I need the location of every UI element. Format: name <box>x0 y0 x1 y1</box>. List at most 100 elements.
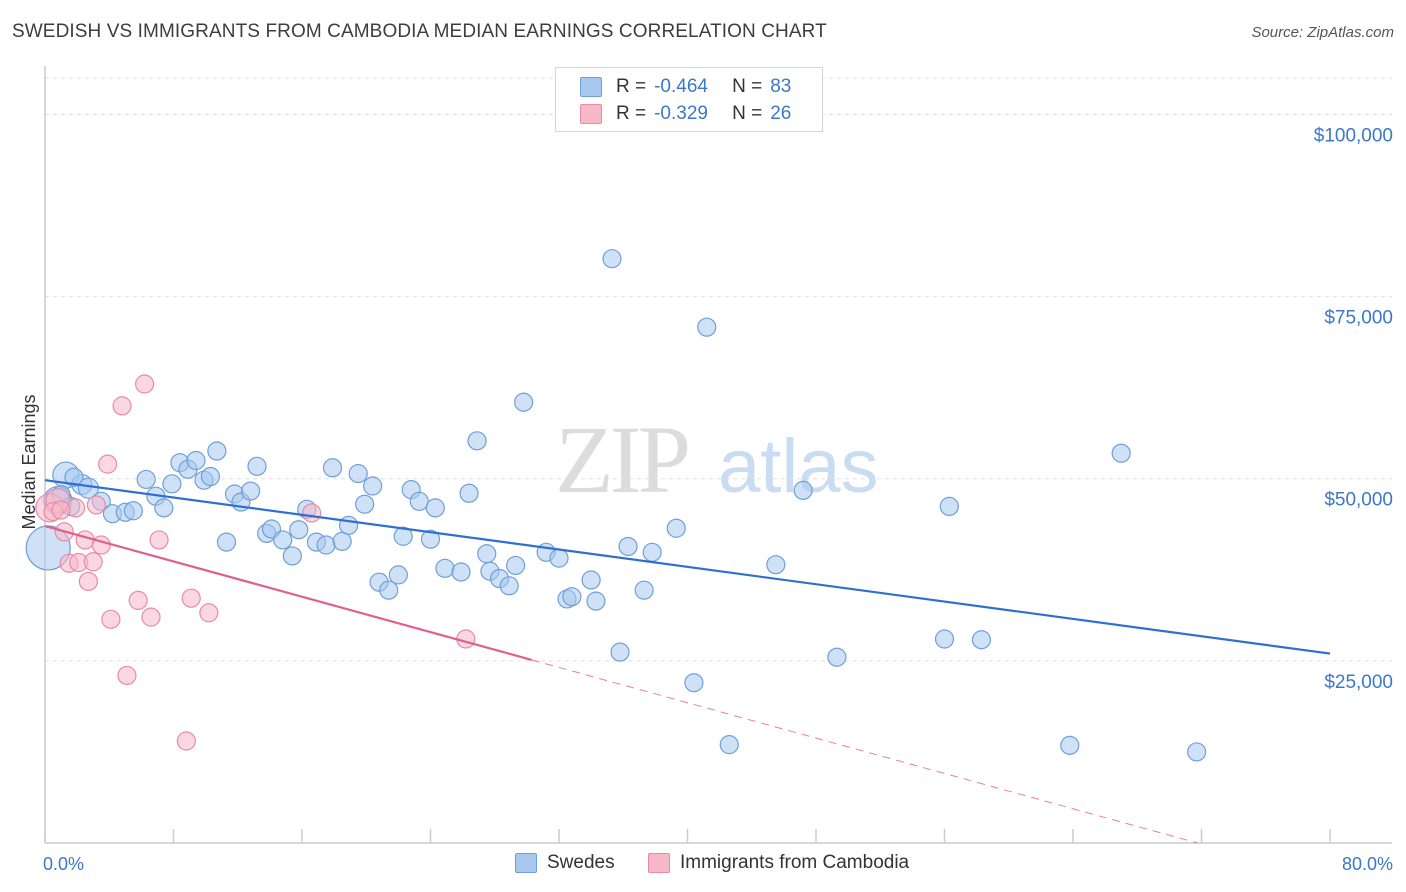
cambodia-point <box>141 607 161 627</box>
series-legend-swedes[interactable]: Swedes <box>515 852 615 874</box>
legend-r-value: -0.464 <box>654 76 708 97</box>
series-legend-cambodia[interactable]: Immigrants from Cambodia <box>648 852 909 874</box>
series-legend: Swedes Immigrants from Cambodia <box>0 852 1406 876</box>
swedes-point <box>393 526 413 546</box>
cambodia-point <box>181 588 201 608</box>
swedes-point <box>459 483 479 503</box>
swedes-point <box>586 591 606 611</box>
swedes-point <box>388 565 408 585</box>
y-tick-label: $25,000 <box>1324 672 1393 693</box>
y-tick-label: $100,000 <box>1314 125 1393 146</box>
swedes-point <box>162 474 182 494</box>
swedes-point <box>719 735 739 755</box>
cambodia-point <box>78 571 98 592</box>
cambodia-point <box>86 495 107 515</box>
chart-source: Source: ZipAtlas.com <box>1251 24 1394 41</box>
series-label-swedes: Swedes <box>547 852 615 873</box>
swedes-point <box>154 498 174 518</box>
cambodia-point <box>128 590 148 610</box>
swedes-point <box>273 530 293 550</box>
swedes-point <box>363 476 383 496</box>
cambodia-point <box>199 603 219 623</box>
x-tick-label-min: 0.0% <box>43 854 84 874</box>
swedes-point <box>207 441 227 461</box>
series-label-cambodia: Immigrants from Cambodia <box>680 852 910 873</box>
swedes-point <box>562 587 582 607</box>
swedes-point <box>355 494 375 514</box>
legend-r-label: R = <box>616 76 647 97</box>
legend-n-label: N = <box>732 103 763 124</box>
swedes-point <box>316 535 336 555</box>
legend-n-value: 83 <box>770 76 792 97</box>
chart-title: SWEDISH VS IMMIGRANTS FROM CAMBODIA MEDI… <box>12 21 827 42</box>
data-points <box>25 249 1207 762</box>
series-swatch-cambodia <box>648 853 670 873</box>
swedes-point <box>216 532 237 552</box>
swedes-point <box>241 481 261 501</box>
swedes-point <box>827 647 847 667</box>
legend-swatch-swedes <box>580 77 602 97</box>
swedes-point <box>420 529 441 549</box>
swedes-point <box>514 392 534 412</box>
swedes-point <box>618 536 638 557</box>
swedes-point <box>634 580 654 600</box>
y-axis-label: Median Earnings <box>19 394 39 529</box>
trend-lines <box>44 479 1331 844</box>
swedes-point <box>666 518 686 538</box>
series-swatch-swedes <box>515 853 537 873</box>
swedes-point <box>766 555 786 575</box>
swedes-point <box>1060 735 1080 755</box>
x-tick-label-max: 80.0% <box>1342 854 1393 874</box>
cambodia-point <box>83 552 103 572</box>
axes <box>44 66 1392 844</box>
swedes-point <box>642 542 662 562</box>
cambodia-point <box>112 396 132 416</box>
swedes-point <box>1187 742 1207 762</box>
legend-swatch-cambodia <box>580 104 602 124</box>
swedes-point <box>332 531 352 551</box>
swedes-point <box>467 431 487 451</box>
swedes-point <box>435 558 455 578</box>
swedes-point <box>247 456 267 476</box>
swedes-point <box>793 480 813 500</box>
legend-row-cambodia: R = -0.329 N = 26 <box>580 102 791 126</box>
correlation-legend: R = -0.464 N = 83 R = -0.329 N = 26 <box>555 67 823 132</box>
gridlines <box>45 77 1392 662</box>
swedes-point <box>451 562 471 582</box>
swedes-trend-line <box>44 479 1331 655</box>
legend-r-value: -0.329 <box>654 103 708 124</box>
cambodia-point <box>51 500 71 520</box>
cambodia-trend-extension <box>531 659 1198 844</box>
swedes-point <box>186 450 206 471</box>
swedes-point <box>289 520 309 540</box>
legend-n-label: N = <box>732 76 763 97</box>
cambodia-point <box>101 609 121 629</box>
swedes-point <box>348 464 368 484</box>
watermark-zip: ZIP <box>555 406 688 513</box>
swedes-point <box>1111 443 1131 463</box>
swedes-point <box>939 496 959 516</box>
cambodia-point <box>149 530 169 550</box>
swedes-point <box>282 546 302 566</box>
cambodia-point <box>302 503 322 523</box>
swedes-point <box>499 576 519 596</box>
swedes-point <box>425 498 445 518</box>
swedes-point <box>581 570 601 590</box>
swedes-point <box>934 629 955 649</box>
legend-n-value: 26 <box>770 103 792 124</box>
swedes-point <box>549 548 569 568</box>
swedes-point <box>123 501 143 521</box>
cambodia-point <box>98 454 118 474</box>
cambodia-point <box>176 731 196 751</box>
cambodia-point <box>134 374 155 394</box>
swedes-point <box>610 642 630 662</box>
swedes-point <box>322 458 343 478</box>
swedes-point <box>136 469 156 490</box>
swedes-point <box>200 466 221 487</box>
cambodia-trend-line <box>44 525 532 661</box>
swedes-point <box>697 317 717 337</box>
swedes-point <box>338 515 359 535</box>
swedes-point <box>684 673 704 693</box>
swedes-point <box>477 544 497 564</box>
